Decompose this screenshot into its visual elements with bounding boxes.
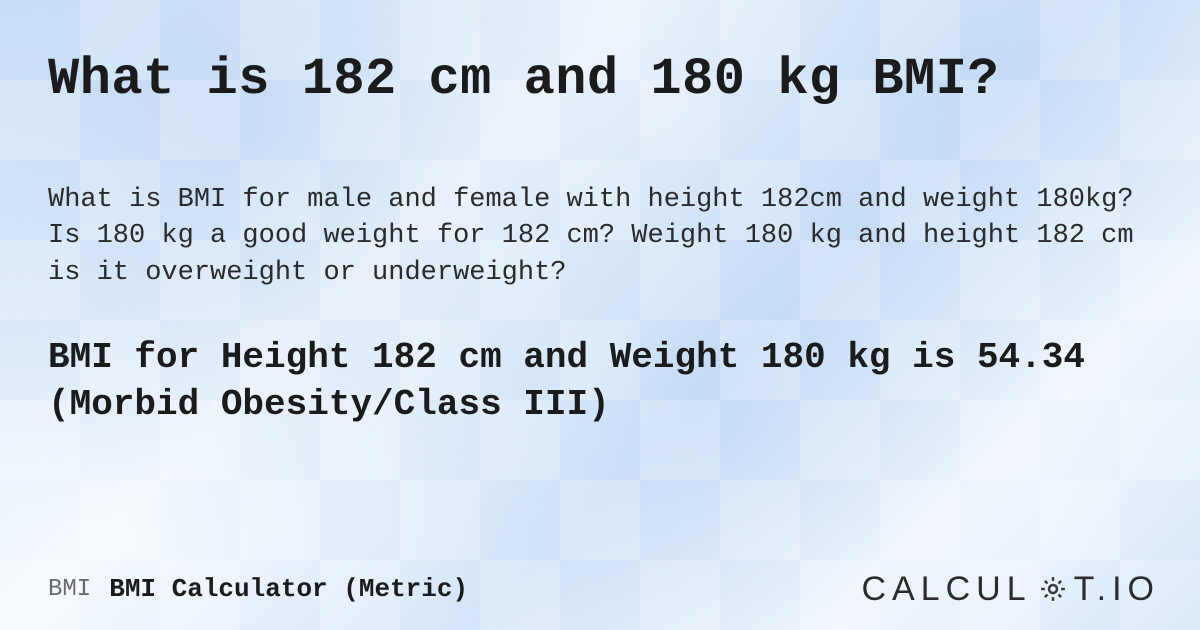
calculator-name: BMI Calculator (Metric)	[109, 574, 468, 604]
footer-bar: BMI BMI Calculator (Metric) CALCUL T.IO	[0, 548, 1200, 630]
brand-text-suffix: T.IO	[1074, 570, 1160, 609]
result-text: BMI for Height 182 cm and Weight 180 kg …	[48, 335, 1108, 429]
category-tag: BMI	[48, 576, 91, 603]
description-text: What is BMI for male and female with hei…	[48, 182, 1148, 291]
brand-logo: CALCUL T.IO	[861, 570, 1160, 609]
gear-icon	[1036, 572, 1070, 606]
page-title: What is 182 cm and 180 kg BMI?	[48, 50, 1152, 110]
footer-left: BMI BMI Calculator (Metric)	[48, 574, 468, 604]
brand-text-prefix: CALCUL	[861, 570, 1031, 609]
content-area: What is 182 cm and 180 kg BMI? What is B…	[0, 0, 1200, 630]
